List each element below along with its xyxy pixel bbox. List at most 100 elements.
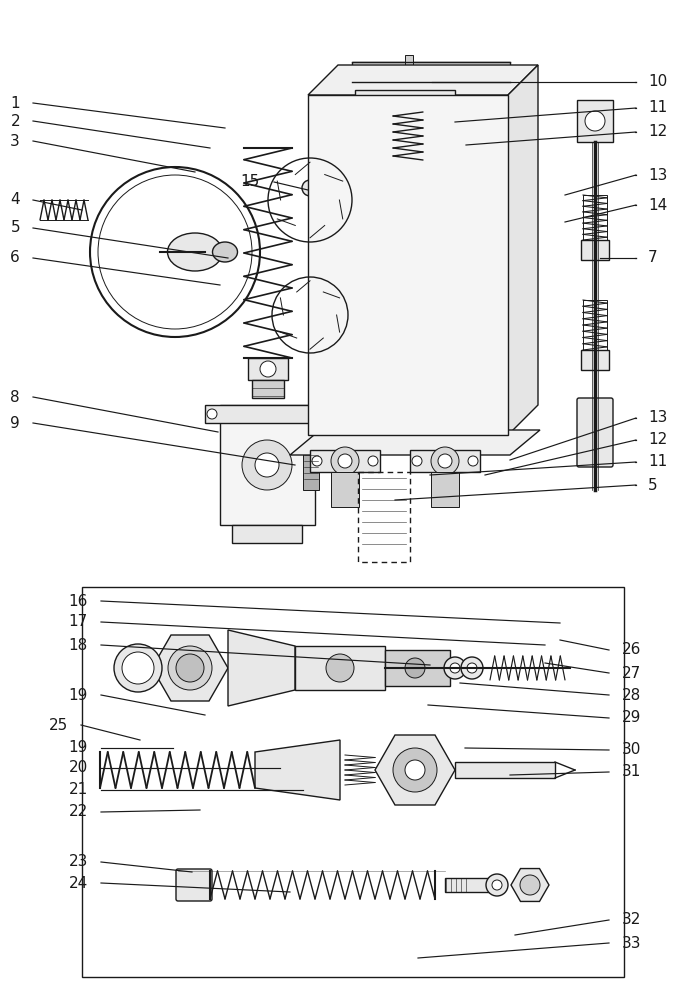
FancyBboxPatch shape [581, 350, 609, 370]
FancyBboxPatch shape [331, 472, 359, 507]
Circle shape [459, 288, 473, 302]
Text: 30: 30 [622, 742, 641, 758]
FancyBboxPatch shape [445, 237, 473, 278]
Text: 18: 18 [69, 638, 88, 652]
FancyBboxPatch shape [385, 650, 450, 686]
Circle shape [438, 96, 448, 106]
Circle shape [585, 111, 605, 131]
Polygon shape [508, 65, 538, 435]
Circle shape [317, 409, 327, 419]
Circle shape [283, 758, 307, 782]
FancyBboxPatch shape [248, 358, 288, 380]
Circle shape [302, 180, 318, 196]
Text: 12: 12 [648, 124, 667, 139]
Text: 24: 24 [69, 876, 88, 890]
Text: 11: 11 [648, 101, 667, 115]
Circle shape [412, 456, 422, 466]
Circle shape [305, 760, 325, 780]
Text: 5: 5 [10, 221, 20, 235]
Circle shape [310, 765, 320, 775]
Text: 25: 25 [49, 718, 68, 732]
Text: 5: 5 [648, 478, 658, 492]
Text: 13: 13 [648, 167, 667, 182]
Circle shape [261, 756, 289, 784]
Circle shape [114, 644, 162, 692]
Circle shape [492, 880, 502, 890]
Circle shape [122, 652, 154, 684]
Text: 16: 16 [69, 593, 88, 608]
FancyBboxPatch shape [355, 90, 455, 112]
Text: 14: 14 [648, 198, 667, 213]
FancyBboxPatch shape [445, 878, 490, 892]
Circle shape [461, 657, 483, 679]
Circle shape [362, 96, 372, 106]
Text: 26: 26 [622, 643, 641, 658]
Ellipse shape [212, 242, 237, 262]
Polygon shape [375, 735, 455, 805]
Circle shape [242, 440, 292, 490]
Text: 4: 4 [10, 192, 20, 208]
Text: 15: 15 [241, 174, 260, 190]
Text: 2: 2 [10, 113, 20, 128]
Circle shape [438, 454, 452, 468]
Circle shape [266, 761, 284, 779]
Text: 32: 32 [622, 912, 641, 928]
Text: 9: 9 [10, 416, 20, 430]
FancyBboxPatch shape [577, 100, 613, 142]
Circle shape [312, 456, 322, 466]
Circle shape [405, 760, 425, 780]
Polygon shape [228, 630, 295, 706]
Circle shape [260, 361, 276, 377]
Text: 3: 3 [10, 133, 20, 148]
FancyBboxPatch shape [409, 221, 445, 277]
FancyBboxPatch shape [409, 291, 445, 347]
Circle shape [405, 658, 425, 678]
Text: 21: 21 [69, 782, 88, 798]
FancyBboxPatch shape [232, 525, 302, 543]
FancyBboxPatch shape [393, 168, 423, 176]
Circle shape [486, 874, 508, 896]
Text: 22: 22 [69, 804, 88, 820]
Polygon shape [255, 740, 340, 800]
Polygon shape [511, 869, 549, 901]
Ellipse shape [167, 233, 222, 271]
Circle shape [431, 447, 459, 475]
FancyBboxPatch shape [303, 452, 319, 490]
FancyBboxPatch shape [252, 380, 284, 398]
Text: 19: 19 [69, 688, 88, 702]
FancyBboxPatch shape [308, 95, 508, 435]
Text: 23: 23 [69, 854, 88, 869]
Circle shape [338, 454, 352, 468]
Circle shape [426, 348, 450, 372]
Circle shape [393, 748, 437, 792]
Text: 17: 17 [69, 614, 88, 630]
Text: 29: 29 [622, 710, 641, 726]
Circle shape [207, 409, 217, 419]
Circle shape [444, 657, 466, 679]
FancyBboxPatch shape [205, 405, 330, 423]
Polygon shape [308, 65, 538, 95]
Circle shape [331, 447, 359, 475]
Text: 8: 8 [10, 389, 20, 404]
Circle shape [168, 646, 212, 690]
Circle shape [368, 456, 378, 466]
Circle shape [520, 875, 540, 895]
FancyBboxPatch shape [295, 646, 385, 690]
Text: 28: 28 [622, 688, 641, 702]
Text: 6: 6 [10, 250, 20, 265]
Circle shape [468, 456, 478, 466]
Circle shape [326, 654, 354, 682]
FancyBboxPatch shape [176, 869, 212, 901]
FancyBboxPatch shape [410, 450, 480, 472]
Polygon shape [290, 430, 540, 455]
FancyBboxPatch shape [220, 405, 315, 525]
Circle shape [288, 763, 302, 777]
Text: 19: 19 [69, 740, 88, 756]
Text: 13: 13 [648, 410, 667, 426]
Circle shape [467, 663, 477, 673]
Text: 33: 33 [622, 936, 641, 950]
Bar [405, 55, 413, 80]
Text: 27: 27 [622, 666, 641, 680]
Circle shape [255, 453, 279, 477]
FancyBboxPatch shape [310, 450, 380, 472]
